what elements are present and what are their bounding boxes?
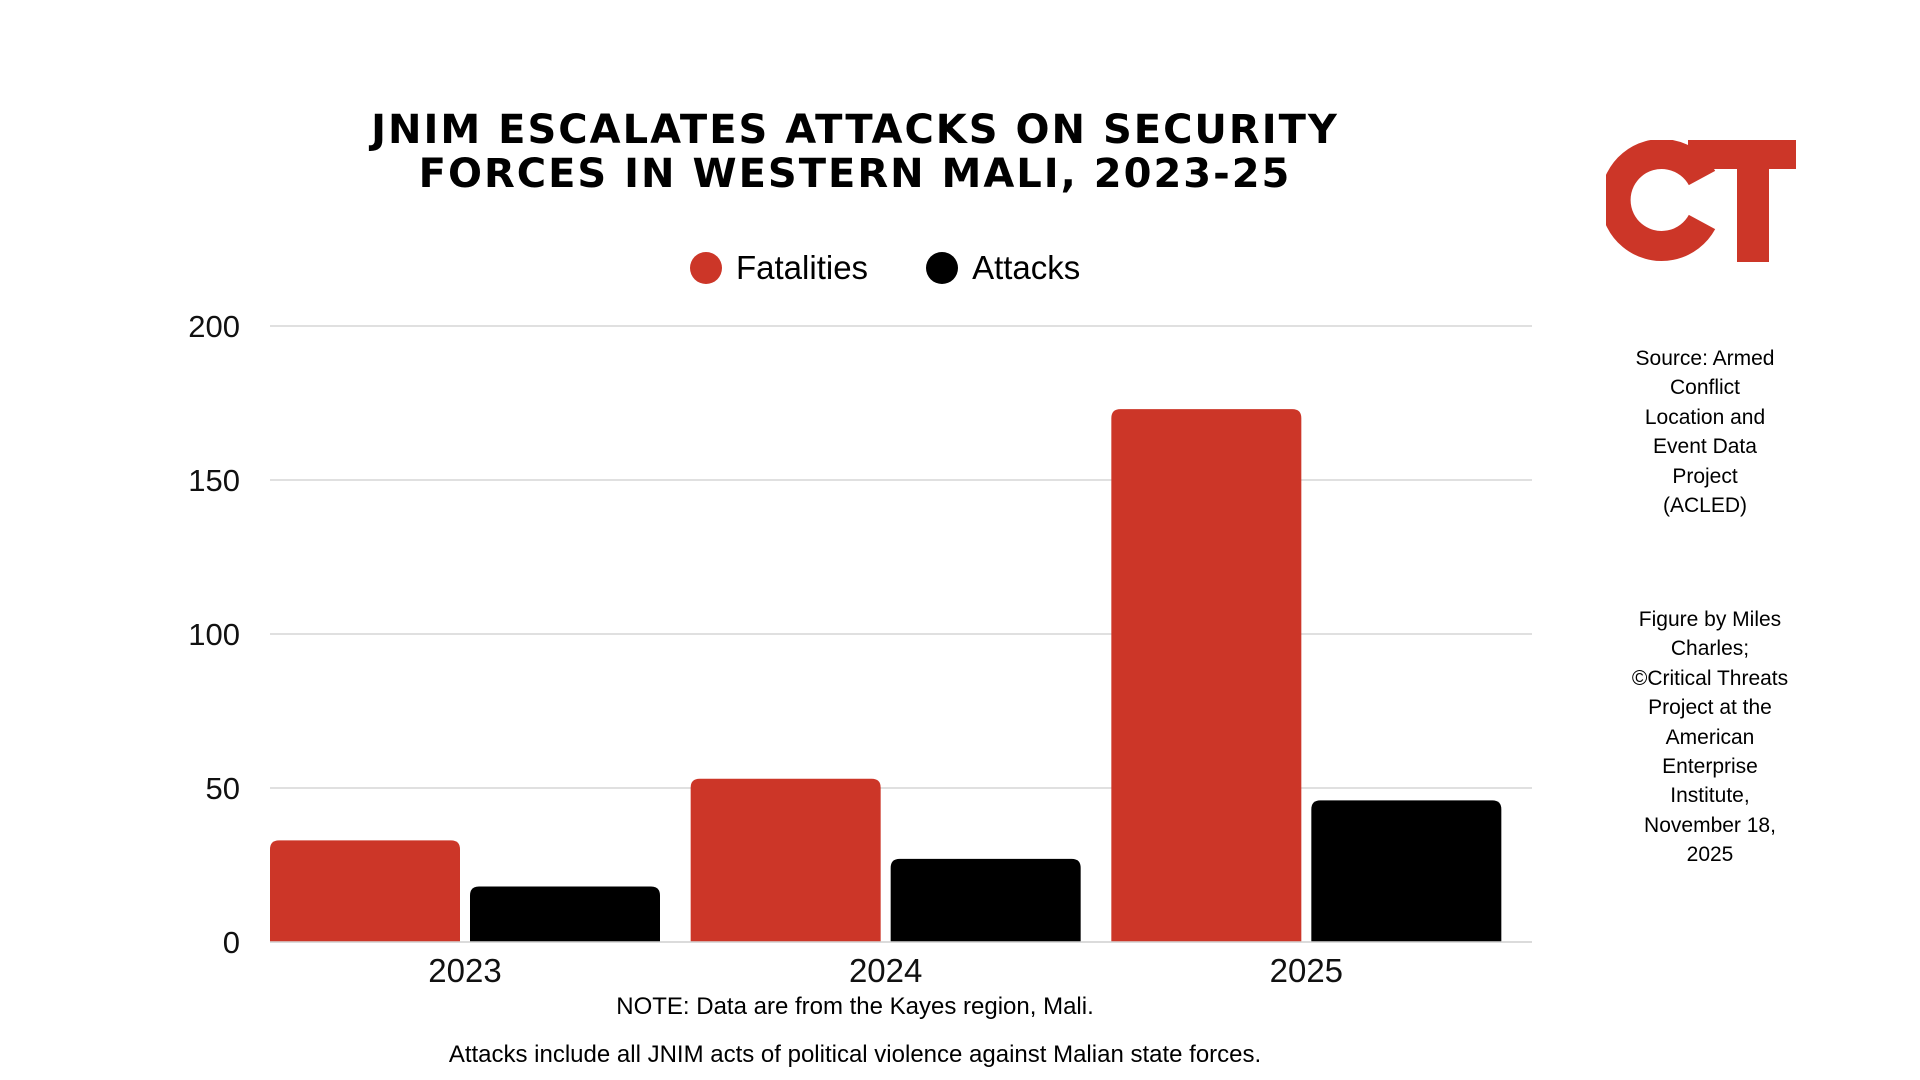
source-note: Source: Armed Conflict Location and Even… xyxy=(1635,347,1775,518)
bar-attacks-2024 xyxy=(890,858,1081,942)
bar-fatalities-2023 xyxy=(270,840,460,942)
y-tick-label-200: 200 xyxy=(188,309,240,344)
legend-label-attacks: Attacks xyxy=(972,249,1081,286)
chart-title-line-1: JNIM ESCALATES ATTACKS ON SECURITY xyxy=(371,107,1339,153)
note-attacks-definition: Attacks include all JNIM acts of politic… xyxy=(448,1041,1262,1068)
ct-logo-icon xyxy=(1606,140,1796,262)
x-tick-label-2025: 2025 xyxy=(1270,952,1343,989)
bar-fatalities-2025 xyxy=(1111,409,1302,942)
bar-attacks-2025 xyxy=(1311,800,1502,942)
note-region: NOTE: Data are from the Kayes region, Ma… xyxy=(616,993,1094,1020)
bar-attacks-2023 xyxy=(470,886,660,942)
y-tick-label-100: 100 xyxy=(188,617,240,652)
y-tick-label-50: 50 xyxy=(206,771,240,806)
legend-marker-fatalities xyxy=(690,252,722,284)
figure-credit: Figure by Miles Charles; ©Critical Threa… xyxy=(1631,608,1789,867)
y-tick-label-0: 0 xyxy=(223,925,240,960)
x-tick-label-2024: 2024 xyxy=(849,952,922,989)
legend-item-attacks: Attacks xyxy=(926,249,1080,287)
legend-label-fatalities: Fatalities xyxy=(736,249,869,286)
legend-item-fatalities: Fatalities xyxy=(690,249,868,287)
chart-legend: Fatalities Attacks xyxy=(690,246,1138,290)
x-tick-label-2023: 2023 xyxy=(428,952,501,989)
chart-title-line-2: FORCES IN WESTERN MALI, 2023-25 xyxy=(418,151,1292,197)
chart-title: JNIM ESCALATES ATTACKS ON SECURITY FORCE… xyxy=(270,108,1440,196)
legend-marker-attacks xyxy=(926,252,959,284)
y-tick-label-150: 150 xyxy=(188,463,240,498)
bar-fatalities-2024 xyxy=(690,778,881,942)
